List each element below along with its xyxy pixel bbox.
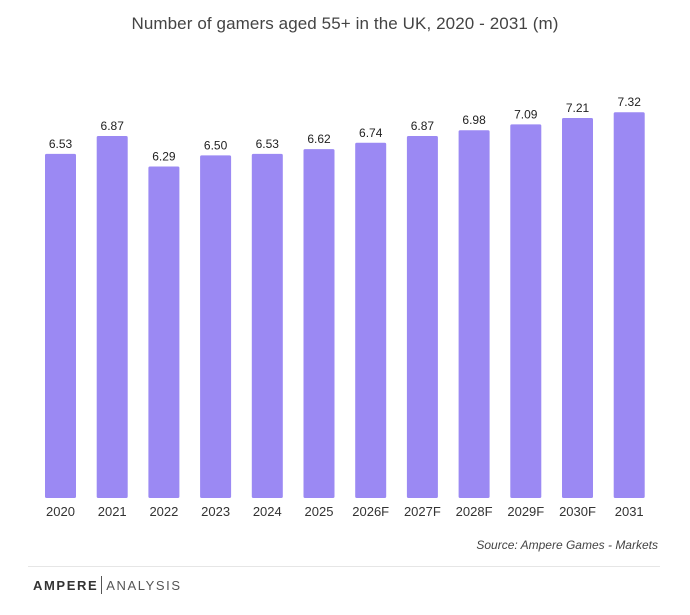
bar-value-label-2026F: 6.74 <box>359 126 383 140</box>
bar-2025 <box>303 149 335 498</box>
x-tick-label-2031: 2031 <box>615 504 644 519</box>
chart-title: Number of gamers aged 55+ in the UK, 202… <box>131 14 559 33</box>
x-tick-label-2021: 2021 <box>98 504 127 519</box>
bar-value-label-2029F: 7.09 <box>514 107 538 121</box>
x-tick-label-2030F: 2030F <box>559 504 596 519</box>
bar-value-label-2024: 6.53 <box>256 137 280 151</box>
bar-2021 <box>96 136 128 498</box>
ampere-analysis-logo: AMPERE ANALYSIS <box>33 575 182 595</box>
x-tick-label-2024: 2024 <box>253 504 282 519</box>
x-tick-label-2027F: 2027F <box>404 504 441 519</box>
bar-2023 <box>200 155 232 498</box>
bar-value-label-2025: 6.62 <box>307 132 331 146</box>
bar-2020 <box>45 153 76 498</box>
x-tick-label-2020: 2020 <box>46 504 75 519</box>
x-tick-label-2029F: 2029F <box>507 504 544 519</box>
logo-separator <box>101 576 103 594</box>
bar-value-label-2021: 6.87 <box>101 119 125 133</box>
bar-value-label-2030F: 7.21 <box>566 101 590 115</box>
bar-value-label-2028F: 6.98 <box>462 113 486 127</box>
x-tick-label-2023: 2023 <box>201 504 230 519</box>
bar-2029F <box>510 124 542 499</box>
bar-2022 <box>148 166 180 498</box>
bar-2031 <box>613 112 645 498</box>
x-tick-label-2025: 2025 <box>305 504 334 519</box>
source-note: Source: Ampere Games - Markets <box>476 538 658 552</box>
footer-divider <box>28 566 660 567</box>
bar-2027F <box>406 136 438 498</box>
bar-value-label-2031: 7.32 <box>618 95 642 109</box>
logo-suffix: ANALYSIS <box>106 577 182 593</box>
bar-value-label-2022: 6.29 <box>152 150 176 164</box>
x-tick-label-2026F: 2026F <box>352 504 389 519</box>
bar-value-label-2027F: 6.87 <box>411 119 435 133</box>
bar-2030F <box>562 118 593 498</box>
x-tick-label-2022: 2022 <box>149 504 178 519</box>
bar-value-label-2020: 6.53 <box>49 137 73 151</box>
bar-2028F <box>458 130 490 498</box>
bar-value-label-2023: 6.50 <box>204 138 228 152</box>
bar-2024 <box>251 153 283 498</box>
bar-2026F <box>355 142 387 499</box>
x-tick-label-2028F: 2028F <box>456 504 493 519</box>
logo-brand: AMPERE <box>33 577 99 593</box>
